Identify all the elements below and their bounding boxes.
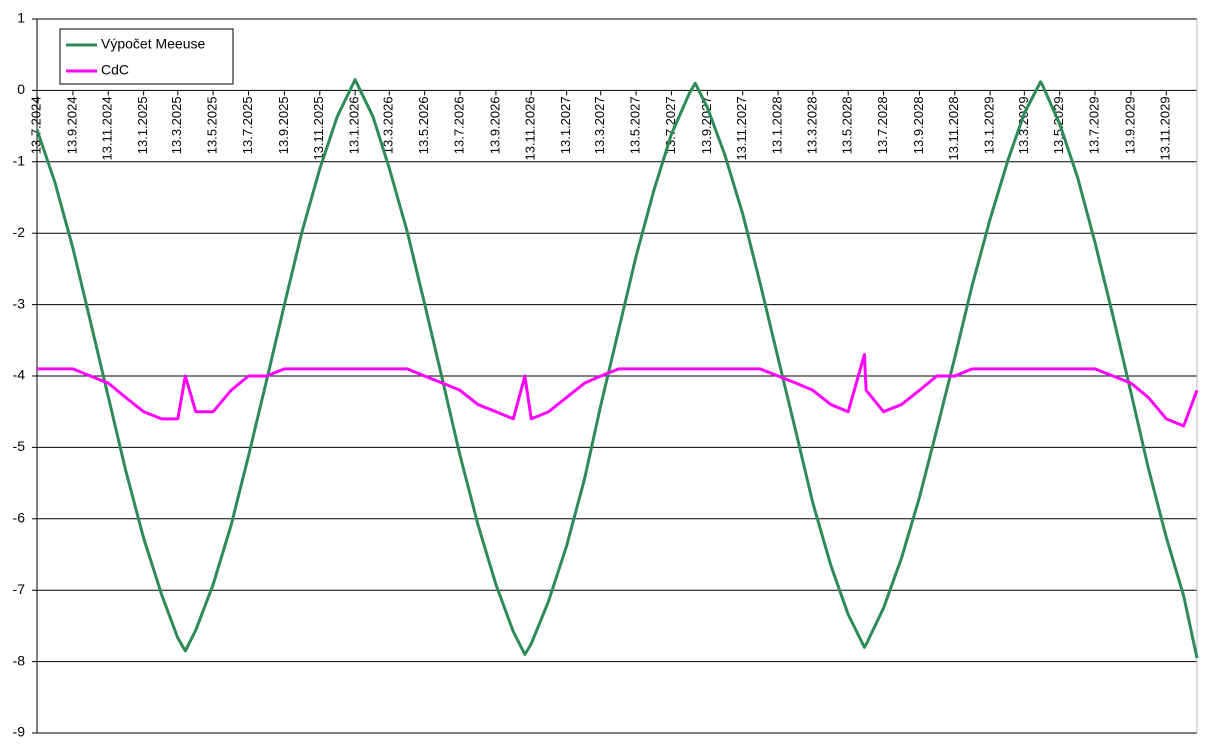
x-tick-label: 13.7.2029: [1086, 96, 1101, 154]
x-tick-label: 13.1.2029: [982, 96, 997, 154]
x-tick-label: 13.9.2029: [1122, 96, 1137, 154]
x-tick-label: 13.3.2028: [804, 96, 819, 154]
legend-label: CdC: [101, 62, 129, 78]
legend: Výpočet Meeuse CdC: [59, 28, 234, 85]
series-line: [35, 78, 1199, 659]
y-tick-label: -5: [13, 438, 26, 454]
y-tick-label: -4: [13, 367, 26, 383]
x-tick-label: 13.7.2027: [663, 96, 678, 154]
x-tick-label: 13.11.2028: [946, 96, 961, 160]
x-tick-label: 13.9.2026: [487, 96, 502, 154]
x-tick-label: 13.5.2028: [840, 96, 855, 154]
x-tick-label: 13.9.2025: [276, 96, 291, 154]
x-tick-label: 13.1.2026: [347, 96, 362, 154]
x-tick-label: 13.3.2027: [592, 96, 607, 154]
y-tick-label: -3: [13, 295, 26, 311]
y-tick-label: -6: [13, 510, 26, 526]
x-tick-label: 13.9.2024: [64, 96, 79, 154]
x-tick-label: 13.1.2028: [770, 96, 785, 154]
legend-box: [59, 28, 234, 85]
x-tick-label: 13.1.2025: [135, 96, 150, 154]
x-tick-label: 13.11.2024: [100, 96, 115, 160]
legend-label: Výpočet Meeuse: [101, 36, 205, 52]
x-tick-label: 13.7.2025: [240, 96, 255, 154]
x-tick-label: 13.1.2027: [558, 96, 573, 154]
x-tick-label: 13.11.2026: [523, 96, 538, 160]
x-tick-label: 13.11.2027: [734, 96, 749, 160]
x-tick-label: 13.7.2026: [451, 96, 466, 154]
y-tick-label: 1: [17, 10, 25, 26]
y-tick-label: -1: [13, 153, 26, 169]
y-tick-label: 0: [17, 81, 25, 97]
x-tick-label: 13.5.2026: [416, 96, 431, 154]
x-tick-label: 13.3.2026: [381, 96, 396, 154]
x-tick-label: 13.11.2025: [311, 96, 326, 160]
x-tick-label: 13.9.2028: [911, 96, 926, 154]
x-tick-label: 13.5.2027: [628, 96, 643, 154]
x-tick-label: 13.7.2028: [875, 96, 890, 154]
x-tick-label: 13.5.2025: [205, 96, 220, 154]
series-line: [37, 353, 1199, 428]
x-tick-label: 13.11.2029: [1158, 96, 1173, 160]
y-tick-label: -9: [13, 724, 26, 740]
y-tick-label: -7: [13, 581, 26, 597]
x-tick-label: 13.3.2025: [169, 96, 184, 154]
y-tick-label: -2: [13, 224, 26, 240]
y-tick-label: -8: [13, 652, 26, 668]
